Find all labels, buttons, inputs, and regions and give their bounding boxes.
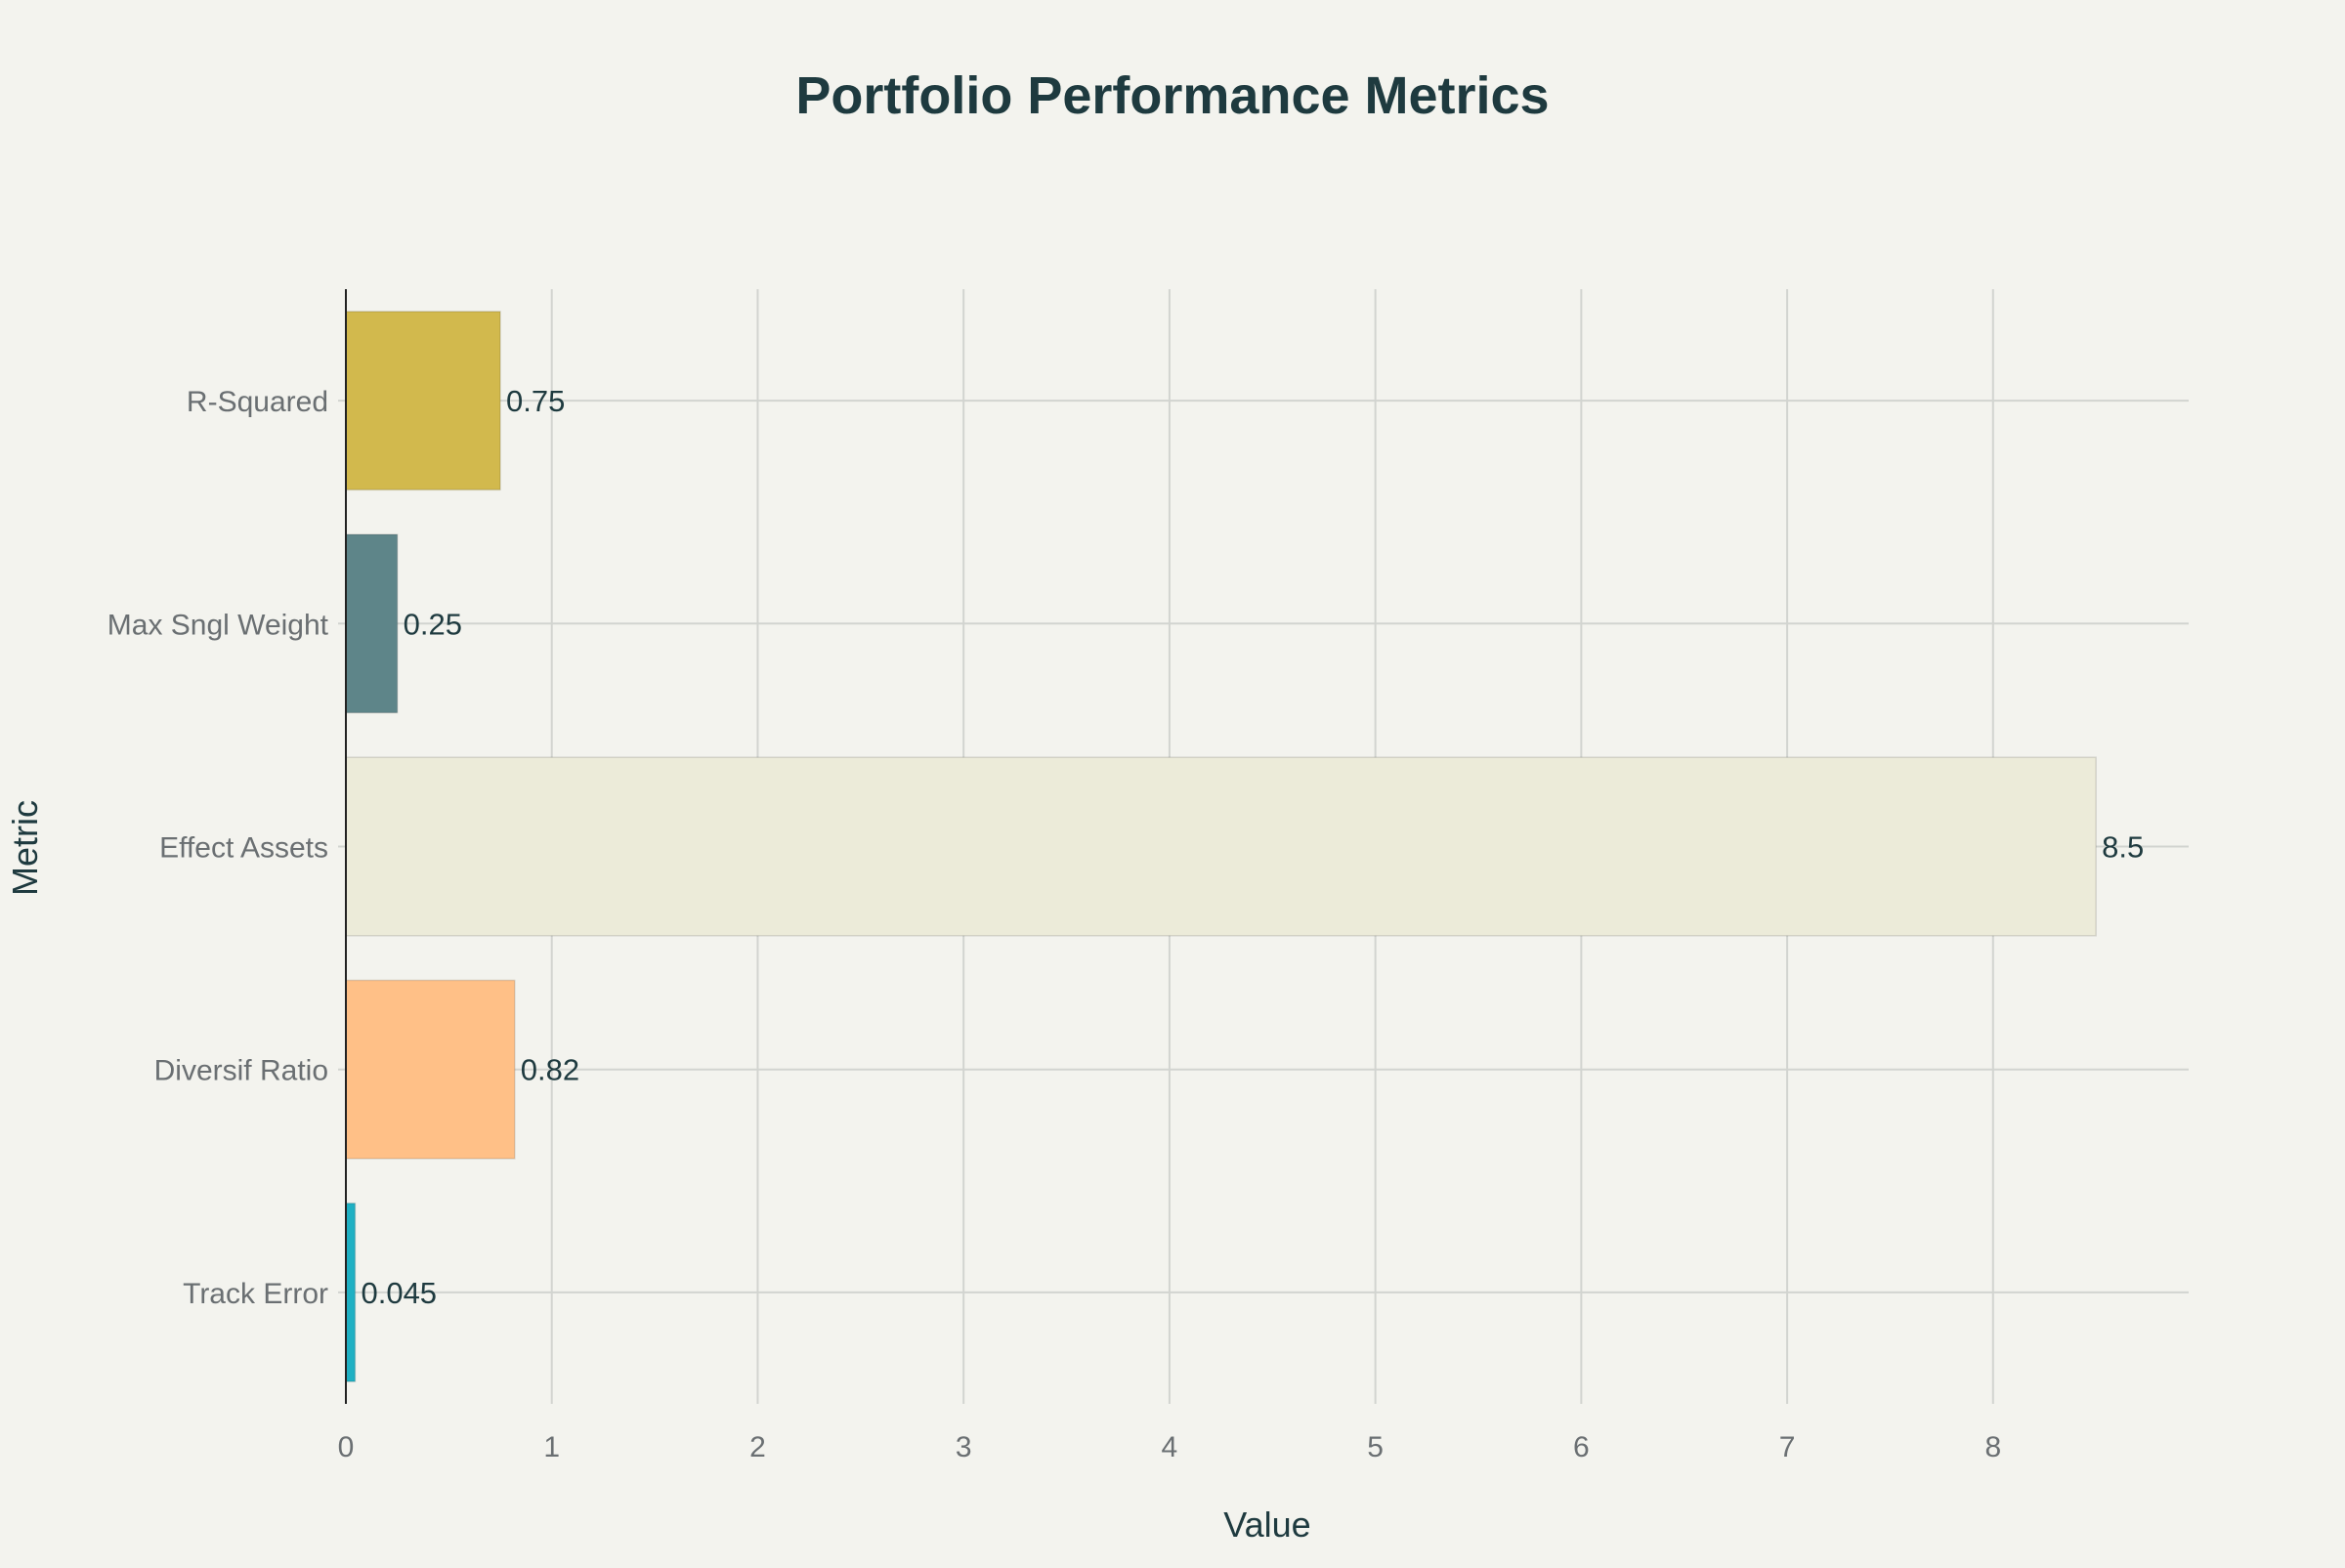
y-tick-label: R-Squared [187, 386, 328, 418]
bar[interactable] [345, 756, 2097, 937]
bar[interactable] [345, 1202, 357, 1382]
chart-title: Portfolio Performance Metrics [795, 66, 1549, 125]
bar-data-label: 0.75 [506, 384, 565, 418]
y-axis-title: Metric [5, 800, 45, 896]
bar-data-label: 0.82 [521, 1053, 579, 1087]
bar[interactable] [345, 979, 516, 1160]
tick-labels: 0 1 2 3 4 5 6 7 8 R-Squared Max Sngl Weight Effect … [107, 386, 2001, 1463]
y-tick-label: Diversif Ratio [154, 1055, 328, 1087]
bar[interactable] [345, 533, 399, 714]
bar[interactable] [345, 311, 501, 491]
x-tick-label: 8 [1984, 1431, 2001, 1463]
y-tick-label: Effect Assets [159, 832, 328, 865]
data-labels: 0.75 0.25 8.5 0.82 0.045 [361, 384, 2144, 1310]
x-tick-label: 2 [749, 1431, 766, 1463]
x-tick-label: 4 [1162, 1431, 1178, 1463]
bars [345, 311, 2097, 1382]
x-tick-label: 3 [956, 1431, 972, 1463]
x-tick-label: 6 [1573, 1431, 1590, 1463]
x-tick-label: 0 [338, 1431, 355, 1463]
x-tick-label: 7 [1779, 1431, 1796, 1463]
bar-data-label: 0.045 [361, 1276, 437, 1310]
x-tick-label: 5 [1367, 1431, 1384, 1463]
bar-data-label: 0.25 [404, 607, 462, 641]
x-tick-label: 1 [543, 1431, 560, 1463]
bar-data-label: 8.5 [2102, 830, 2144, 865]
y-tick-label: Track Error [183, 1278, 328, 1310]
x-axis-title: Value [1223, 1504, 1310, 1545]
y-tick-label: Max Sngl Weight [107, 609, 329, 641]
